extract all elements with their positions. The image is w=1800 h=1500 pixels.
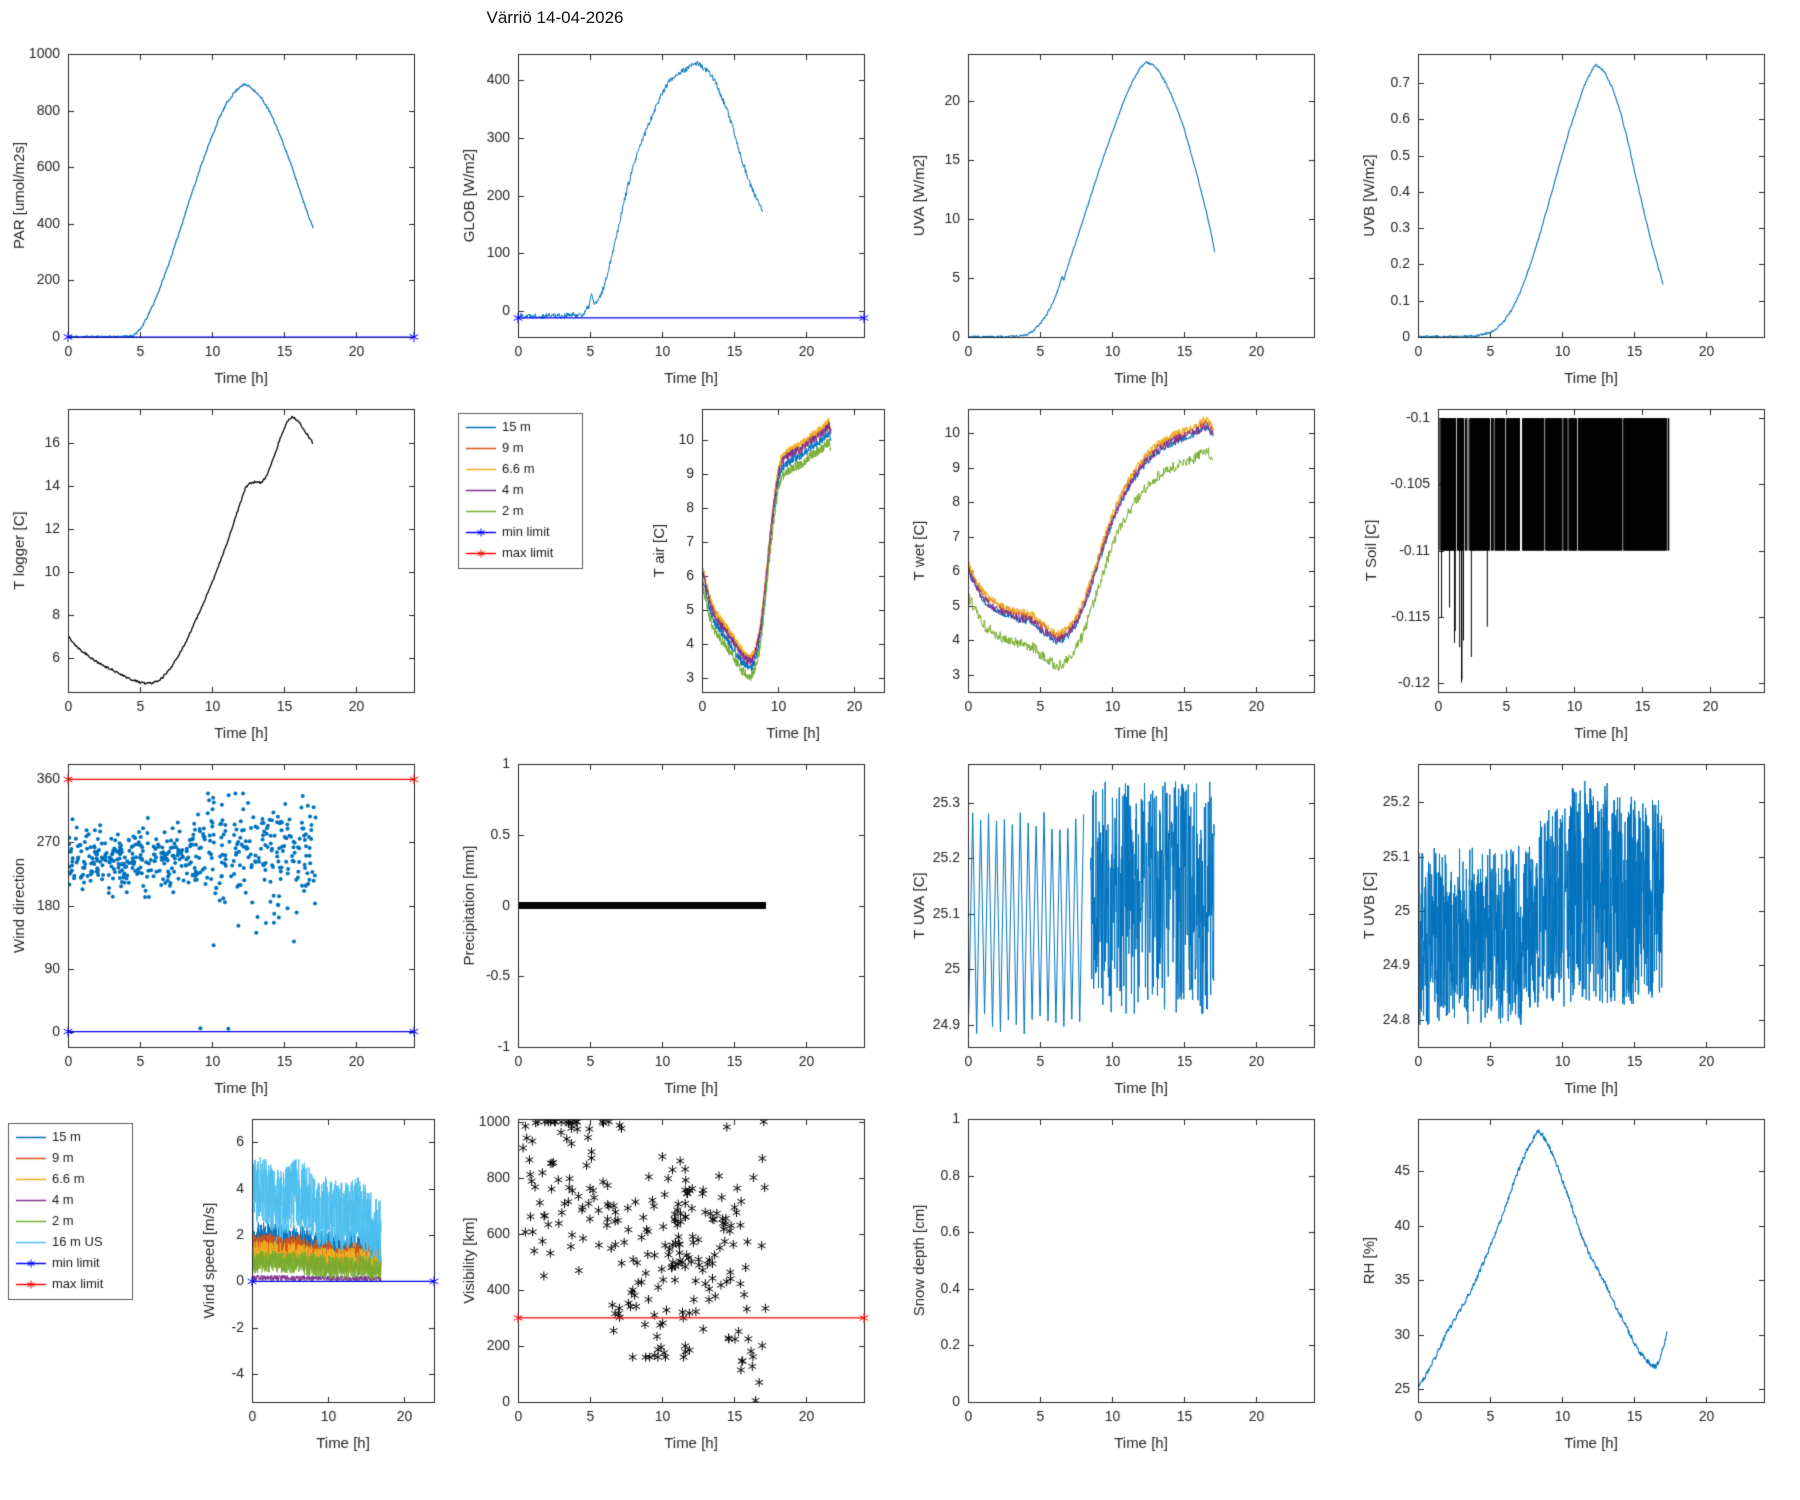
uva-chart-canvas — [900, 40, 1350, 395]
wind-speed-chart-canvas — [0, 1105, 450, 1460]
precipitation-chart-canvas — [450, 750, 900, 1105]
t-wet-chart-canvas — [900, 395, 1350, 750]
uvb-chart-canvas — [1350, 40, 1800, 395]
t-logger-chart-canvas — [0, 395, 450, 750]
t-air-chart-canvas — [450, 395, 900, 750]
glob-chart-canvas — [450, 40, 900, 395]
subplot-glob — [450, 40, 900, 395]
subplot-uvb — [1350, 40, 1800, 395]
subplot-t-logger — [0, 395, 450, 750]
subplot-uva — [900, 40, 1350, 395]
subplot-par — [0, 40, 450, 395]
snow-depth-chart-canvas — [900, 1105, 1350, 1460]
wind-direction-chart-canvas — [0, 750, 450, 1105]
rh-chart-canvas — [1350, 1105, 1800, 1460]
par-chart-canvas — [0, 40, 450, 395]
subplot-t-uva — [900, 750, 1350, 1105]
subplot-wind-speed — [0, 1105, 450, 1460]
figure-title: Värriö 14-04-2026 — [486, 8, 624, 27]
subplot-t-wet — [900, 395, 1350, 750]
subplot-wind-direction — [0, 750, 450, 1105]
subplot-snow-depth — [900, 1105, 1350, 1460]
subplot-precipitation — [450, 750, 900, 1105]
subplot-t-air — [450, 395, 900, 750]
visibility-chart-canvas — [450, 1105, 900, 1460]
subplot-rh — [1350, 1105, 1800, 1460]
t-uva-chart-canvas — [900, 750, 1350, 1105]
subplot-grid — [0, 40, 1800, 1460]
subplot-t-soil — [1350, 395, 1800, 750]
t-uvb-chart-canvas — [1350, 750, 1800, 1105]
t-soil-chart-canvas — [1350, 395, 1800, 750]
subplot-visibility — [450, 1105, 900, 1460]
subplot-t-uvb — [1350, 750, 1800, 1105]
